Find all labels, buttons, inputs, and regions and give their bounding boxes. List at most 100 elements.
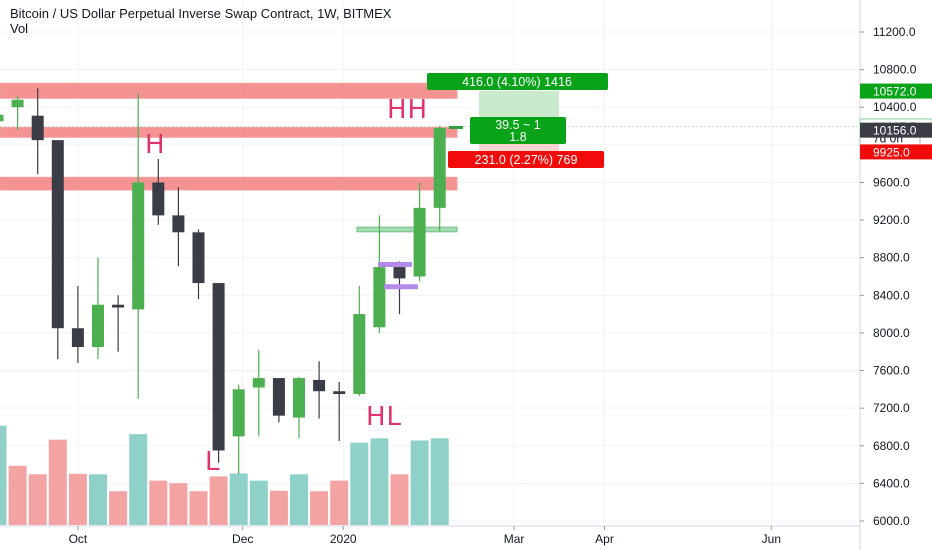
resistance-zones[interactable] [0,82,458,233]
volume-bar [149,480,168,525]
volume-bar [48,439,67,525]
volume-bar [169,483,188,525]
candle-body [112,304,125,308]
volume-bar [390,474,409,525]
time-tick-label: 2020 [330,532,357,546]
candle-body [212,283,225,451]
resistance-zone[interactable] [0,176,458,191]
candle-body [132,182,145,310]
candle-body [413,207,426,277]
price-tag-last [860,122,932,138]
candle-body [71,328,84,348]
candle-body [172,215,185,233]
label-hl[interactable]: HL [366,402,402,432]
time-tick-label: Apr [595,532,614,546]
label-l[interactable]: L [205,447,221,477]
volume-bar [68,473,87,525]
candle-body [152,182,165,216]
candles [0,88,446,474]
stop-box-text: 231.0 (2.27%) 769 [475,153,578,167]
volume-bar [290,474,308,525]
price-tick-label: 9200.0 [873,213,910,227]
rr-box-line2: 1.8 [509,130,526,144]
candle-body [232,389,245,437]
price-tick-label: 8400.0 [873,288,910,302]
price-tag-label-last: 10156.0 [873,124,917,138]
volume-indicator-label: Vol [10,21,28,36]
resistance-zone[interactable] [0,82,458,99]
candle-body [92,304,104,348]
price-tick-label: 6400.0 [873,476,910,490]
price-tick-label: 6800.0 [873,439,910,453]
candle-body [373,267,386,328]
volume-bar [209,476,228,525]
candle-body [433,127,446,208]
candle-body [333,391,346,395]
target-box-text: 416.0 (4.10%) 1416 [462,75,572,89]
price-tag-label-profit: 10572.0 [873,85,917,99]
volume-bar [330,480,349,525]
support-zone[interactable] [356,226,458,233]
candle-body [313,379,326,392]
candle-body [0,114,4,122]
price-tick-label: 8000.0 [873,326,910,340]
volume-bar [109,491,128,525]
stop-box[interactable] [448,151,604,168]
price-tick-label: 6000.0 [873,514,910,528]
price-tick-label: 9600.0 [873,175,910,189]
volume-bar [430,438,449,525]
price-tick-label: 10800.0 [873,63,917,77]
drawing-handles[interactable] [378,261,418,290]
resistance-zone[interactable] [0,126,458,138]
volume-bar [249,480,268,525]
candle-body [51,140,64,329]
price-tick-label: 8800.0 [873,251,910,265]
candle-body [31,115,44,141]
chart-title: Bitcoin / US Dollar Perpetual Inverse Sw… [10,6,392,21]
candle-body [393,267,406,279]
volume-bar [370,438,389,525]
volume-bar [129,434,148,525]
candle-body [353,314,366,395]
volume-bar [410,440,429,525]
volume-bar [8,465,27,525]
candle-body [192,232,205,284]
price-axis[interactable]: 11200.010800.010400.010000.09600.09200.0… [859,0,917,550]
label-h[interactable]: H [145,130,166,160]
price-tick-label: 7200.0 [873,401,910,415]
time-tick-label: Dec [232,532,253,546]
time-tick-label: Mar [504,532,525,546]
position-info-boxes[interactable]: 416.0 (4.10%) 1416 39.5 ~ 1 1.8 231.0 (2… [427,73,608,168]
candle-body [11,99,24,108]
rr-box-line1: 39.5 ~ 1 [495,118,541,132]
price-tick-label: 7600.0 [873,364,910,378]
label-hh[interactable]: HH [387,95,428,125]
time-axis[interactable]: Oct Dec 2020 Mar Apr Jun [0,525,860,546]
volume-bar [0,425,7,525]
candle-body [272,378,285,416]
price-tick-label: 10400.0 [873,100,917,114]
target-box[interactable] [427,73,608,90]
volume-bar [229,473,248,525]
price-tick-label: 11200.0 [873,25,916,39]
rr-box[interactable] [470,117,566,144]
time-tick-label: Jun [762,532,781,546]
price-tag-loss [860,144,932,160]
volume-bar [189,491,208,525]
volume-bar [310,491,329,525]
candle-body [293,378,305,418]
price-tag-profit [860,83,932,99]
volume-bar [28,474,47,525]
pattern-labels[interactable]: HH H L HL [145,95,428,477]
volume-bar [89,474,107,525]
price-tag-label-loss: 9925.0 [873,145,910,159]
handle-upper[interactable] [378,261,412,267]
volume-bars [0,425,449,525]
candle-body [252,378,265,388]
handle-lower[interactable] [384,284,418,290]
time-tick-label: Oct [69,532,88,546]
volume-bar [350,442,369,525]
